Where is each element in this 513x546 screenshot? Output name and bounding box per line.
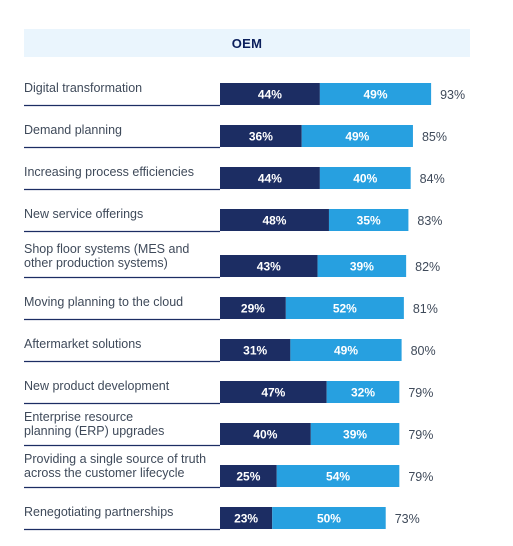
category-label: Renegotiating partnerships xyxy=(24,505,173,519)
segment-value-label: 52% xyxy=(333,302,357,316)
bar-segment-dark xyxy=(220,381,327,403)
bar-segment-dark xyxy=(220,255,318,277)
category-label: Aftermarket solutions xyxy=(24,337,141,351)
bar-segment-light xyxy=(317,255,407,277)
segment-value-label: 47% xyxy=(261,386,285,400)
segment-value-label: 49% xyxy=(345,130,369,144)
bar-segment-light xyxy=(319,83,432,105)
segment-value-label: 49% xyxy=(334,344,358,358)
total-value-label: 85% xyxy=(422,130,447,144)
category-label: across the customer lifecycle xyxy=(24,466,185,480)
segment-value-label: 48% xyxy=(262,214,286,228)
bar-segment-light xyxy=(328,209,409,231)
bar-segment-light xyxy=(272,507,386,529)
category-label: other production systems) xyxy=(24,256,168,270)
bar-segment-dark xyxy=(220,297,286,319)
total-value-label: 79% xyxy=(408,470,433,484)
bar-segment-dark xyxy=(220,339,291,361)
total-value-label: 82% xyxy=(415,260,440,274)
bar-segment-dark xyxy=(220,125,302,147)
bar-segment-dark xyxy=(220,167,320,189)
bar-segment-dark xyxy=(220,507,273,529)
bar-segment-light xyxy=(276,465,400,487)
segment-value-label: 40% xyxy=(353,172,377,186)
total-value-label: 79% xyxy=(408,428,433,442)
segment-value-label: 50% xyxy=(317,512,341,526)
category-label: New service offerings xyxy=(24,207,143,221)
total-value-label: 79% xyxy=(408,386,433,400)
segment-value-label: 54% xyxy=(326,470,350,484)
segment-value-label: 44% xyxy=(258,88,282,102)
category-label: Moving planning to the cloud xyxy=(24,295,183,309)
category-label: Providing a single source of truth xyxy=(24,452,206,466)
category-label: Enterprise resource xyxy=(24,410,133,424)
bar-segment-light xyxy=(319,167,411,189)
segment-value-label: 25% xyxy=(236,470,260,484)
segment-value-label: 36% xyxy=(249,130,273,144)
category-label: Shop floor systems (MES and xyxy=(24,242,189,256)
chart-title: OEM xyxy=(231,35,263,51)
segment-value-label: 43% xyxy=(257,260,281,274)
category-label: New product development xyxy=(24,379,170,393)
segment-value-label: 39% xyxy=(343,428,367,442)
segment-value-label: 31% xyxy=(243,344,267,358)
total-value-label: 83% xyxy=(417,214,442,228)
segment-value-label: 23% xyxy=(234,512,258,526)
bar-segment-light xyxy=(310,423,400,445)
category-label: Digital transformation xyxy=(24,81,142,95)
segment-value-label: 40% xyxy=(253,428,277,442)
bar-segment-light xyxy=(285,297,404,319)
category-label: Increasing process efficiencies xyxy=(24,165,194,179)
bar-segment-light xyxy=(301,125,413,147)
total-value-label: 73% xyxy=(395,512,420,526)
segment-value-label: 35% xyxy=(357,214,381,228)
bar-segment-dark xyxy=(220,465,277,487)
segment-value-label: 32% xyxy=(351,386,375,400)
total-value-label: 81% xyxy=(413,302,438,316)
segment-value-label: 44% xyxy=(258,172,282,186)
total-value-label: 93% xyxy=(440,88,465,102)
segment-value-label: 39% xyxy=(350,260,374,274)
segment-value-label: 49% xyxy=(363,88,387,102)
bar-segment-light xyxy=(326,381,400,403)
bar-segment-light xyxy=(290,339,402,361)
segment-value-label: 29% xyxy=(241,302,265,316)
bar-segment-dark xyxy=(220,209,329,231)
chart-header: OEM xyxy=(24,29,470,57)
bar-segment-dark xyxy=(220,423,311,445)
total-value-label: 84% xyxy=(420,172,445,186)
category-label: Demand planning xyxy=(24,123,122,137)
total-value-label: 80% xyxy=(411,344,436,358)
bar-segment-dark xyxy=(220,83,320,105)
category-label: planning (ERP) upgrades xyxy=(24,424,164,438)
